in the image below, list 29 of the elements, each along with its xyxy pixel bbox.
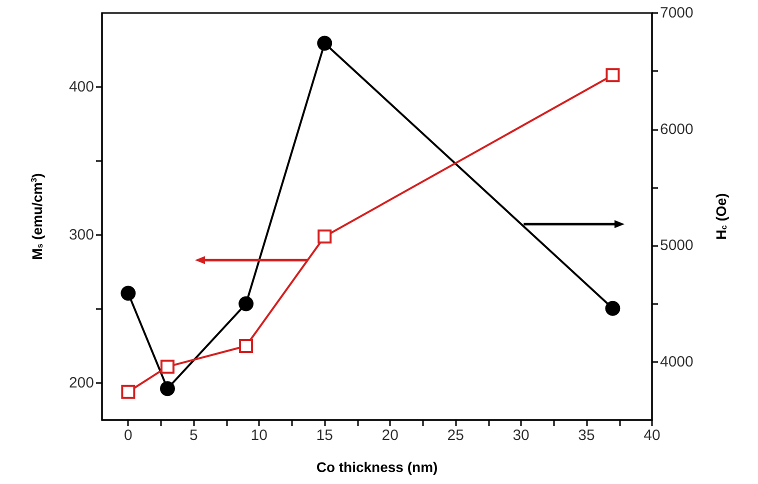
point xyxy=(606,68,620,82)
x-tick-label: 5 xyxy=(189,427,198,444)
y2-tick-label: 4000 xyxy=(660,353,694,370)
x-tick-label: 0 xyxy=(124,427,132,444)
y-axis-title: Ms (emu/cm3) xyxy=(29,173,45,260)
point xyxy=(318,229,332,244)
point xyxy=(239,339,254,353)
point xyxy=(120,286,136,301)
y2-axis-title: Hc (Oe) xyxy=(713,193,729,240)
x-tick-label: 25 xyxy=(447,427,464,444)
y-tick-label: 200 xyxy=(68,374,94,392)
point xyxy=(605,300,620,316)
x-tick-label: 30 xyxy=(512,427,530,444)
x-tick-label: 20 xyxy=(382,427,398,444)
x-axis-title: Co thickness (nm) xyxy=(316,459,438,475)
y2-tick-label: 5000 xyxy=(660,237,694,254)
y-tick-label: 300 xyxy=(68,226,94,244)
point xyxy=(317,36,332,51)
point xyxy=(238,296,254,312)
x-tick-label: 40 xyxy=(644,427,660,444)
point xyxy=(160,360,174,374)
y2-tick-label: 7000 xyxy=(660,4,694,22)
point xyxy=(121,384,136,399)
point xyxy=(160,381,175,396)
x-tick-label: 10 xyxy=(250,427,268,444)
x-tick-label: 35 xyxy=(578,427,595,444)
x-tick-label: 15 xyxy=(316,427,333,444)
y-tick-label: 400 xyxy=(68,78,94,96)
y2-tick-label: 6000 xyxy=(660,120,694,138)
